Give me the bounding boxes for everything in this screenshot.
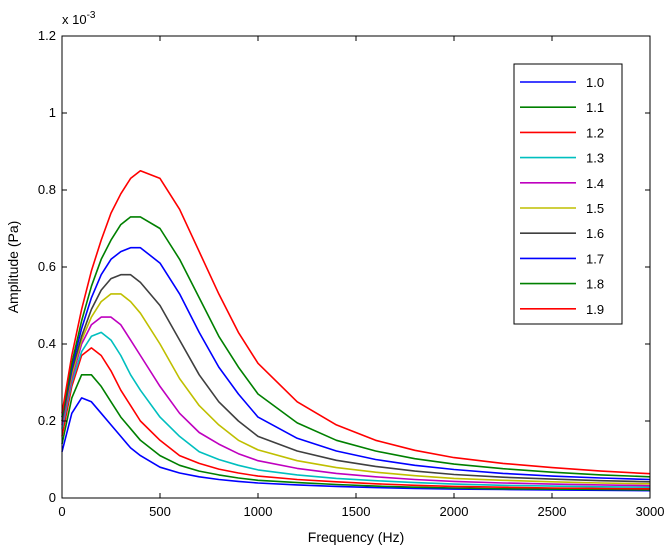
legend-label-5: 1.4 — [586, 176, 604, 191]
y-tick-label-4: 0.8 — [38, 182, 56, 197]
y-tick-label-0: 0 — [49, 490, 56, 505]
series-line-6 — [61, 293, 651, 485]
legend-label-9: 1.8 — [586, 277, 604, 292]
legend-label-2: 1.1 — [586, 100, 604, 115]
y-exponent-label: x 10-3 — [62, 10, 96, 27]
x-tick-label-3: 1500 — [342, 504, 371, 519]
legend-label-3: 1.2 — [586, 125, 604, 140]
legend-box — [513, 63, 623, 325]
x-tick-label-2: 1000 — [244, 504, 273, 519]
series-line-10 — [61, 170, 651, 475]
x-tick-label-5: 2500 — [538, 504, 567, 519]
x-axis-label: Frequency (Hz) — [308, 529, 404, 545]
y-tick-label-2: 0.4 — [38, 336, 56, 351]
series-line-2 — [61, 373, 651, 491]
series-layer — [61, 170, 651, 492]
legend: 1.0 1.1 1.2 1.3 1.4 1.5 1.6 1.7 1.8 1.9 — [513, 63, 623, 325]
x-tick-label-6: 3000 — [636, 504, 665, 519]
x-tick-label-4: 2000 — [440, 504, 469, 519]
legend-label-8: 1.7 — [586, 251, 604, 266]
axes-layer: 0 500 1000 1500 2000 2500 3000 0 0.2 0.4 0.6 0.8 1 1.… — [38, 28, 665, 519]
series-line-7 — [61, 273, 651, 483]
series-line-1 — [61, 397, 651, 492]
legend-label-1: 1.0 — [586, 75, 604, 90]
series-line-4 — [61, 331, 651, 488]
legend-label-4: 1.3 — [586, 151, 604, 166]
y-tick-label-1: 0.2 — [38, 413, 56, 428]
series-line-9 — [61, 216, 651, 478]
y-exponent-base: x 10 — [62, 12, 87, 27]
x-tick-label-0: 0 — [58, 504, 65, 519]
series-line-5 — [61, 316, 651, 487]
y-tick-label-6: 1.2 — [38, 28, 56, 43]
legend-label-7: 1.6 — [586, 226, 604, 241]
series-line-3 — [61, 347, 651, 490]
legend-label-6: 1.5 — [586, 201, 604, 216]
y-tick-label-5: 1 — [49, 105, 56, 120]
series-line-8 — [61, 246, 651, 481]
y-tick-label-3: 0.6 — [38, 259, 56, 274]
x-tick-label-1: 500 — [149, 504, 171, 519]
y-exponent-power: -3 — [87, 10, 96, 21]
legend-label-10: 1.9 — [586, 302, 604, 317]
y-axis-label: Amplitude (Pa) — [5, 221, 21, 314]
